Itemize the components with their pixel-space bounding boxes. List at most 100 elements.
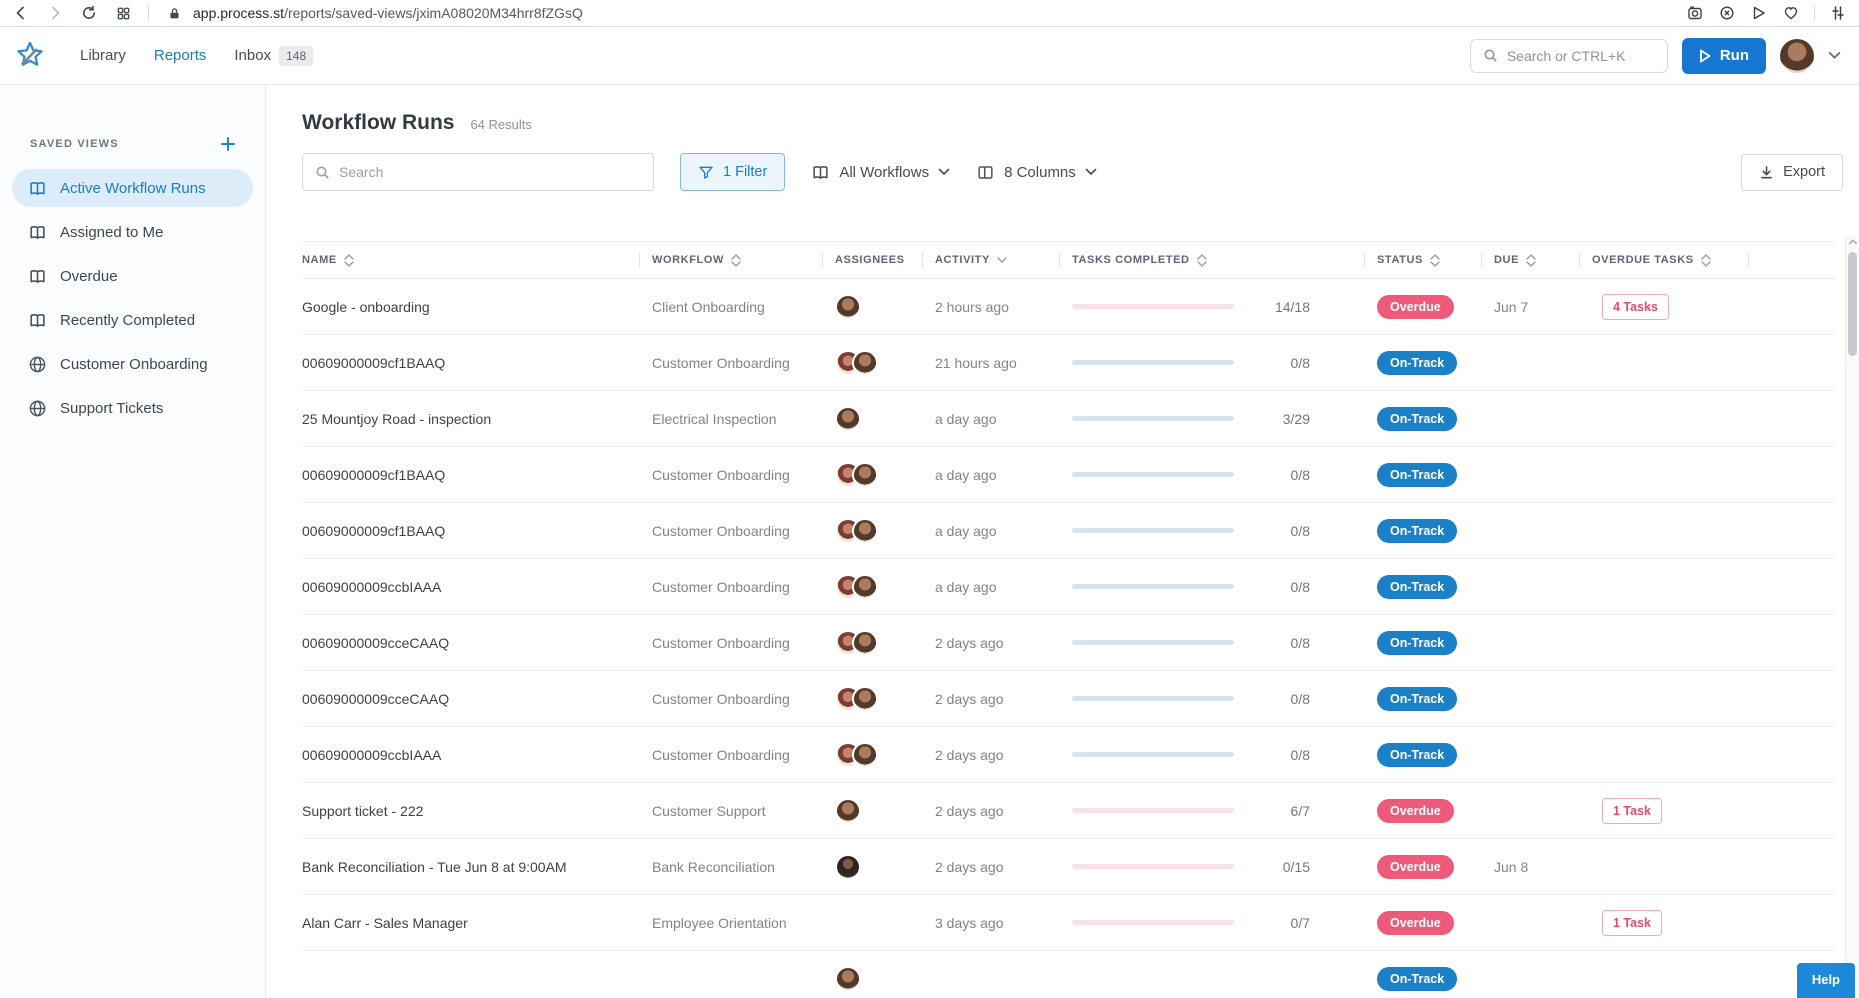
table-search-input[interactable]: Search <box>302 153 654 191</box>
run-button[interactable]: Run <box>1681 37 1766 74</box>
table-row[interactable]: Bank Reconciliation - Tue Jun 8 at 9:00A… <box>302 839 1835 895</box>
column-header-workflow[interactable]: WORKFLOW <box>652 253 835 267</box>
help-button[interactable]: Help <box>1796 963 1855 998</box>
filter-button[interactable]: 1 Filter <box>680 153 786 191</box>
table-row[interactable]: Alan Carr - Sales Manager Employee Orient… <box>302 895 1835 951</box>
sliders-menu-icon[interactable] <box>1829 4 1847 22</box>
progress-bar <box>1072 472 1234 477</box>
nav-item-reports[interactable]: Reports <box>140 27 221 85</box>
global-search-input[interactable]: Search or CTRL+K <box>1469 38 1668 73</box>
run-name: 00609000009ccbIAAA <box>302 578 442 595</box>
column-header-label: OVERDUE TASKS <box>1592 254 1694 266</box>
funnel-icon <box>699 166 713 179</box>
sidebar-item-support-tickets[interactable]: Support Tickets <box>12 389 253 427</box>
nav-item-library[interactable]: Library <box>66 27 140 85</box>
blocker-extension-icon[interactable] <box>1718 4 1736 22</box>
column-header-due[interactable]: DUE <box>1494 253 1592 267</box>
column-header-name[interactable]: NAME <box>302 253 652 267</box>
column-header-status[interactable]: STATUS <box>1377 253 1494 267</box>
progress-wrap: 0/7 <box>1072 915 1377 931</box>
assignees-cell <box>835 405 935 432</box>
overdue-tasks-chip[interactable]: 4 Tasks <box>1602 293 1669 320</box>
tasks-completed-cell: 0/8 <box>1072 579 1377 595</box>
table-row[interactable]: 00609000009cf1BAAQ Customer Onboarding 21 … <box>302 335 1835 391</box>
address-bar[interactable]: app.process.st/reports/saved-views/jximA… <box>165 4 583 22</box>
progress-bar <box>1072 584 1234 589</box>
workflow-name: Customer Support <box>652 802 766 819</box>
heart-extension-icon[interactable] <box>1782 4 1800 22</box>
scrollbar-thumb[interactable] <box>1848 252 1857 356</box>
avatar <box>852 349 878 376</box>
add-saved-view-button[interactable] <box>219 135 237 153</box>
sidebar-item-customer-onboarding[interactable]: Customer Onboarding <box>12 345 253 383</box>
table-row[interactable]: 00609000009cceCAAQ Customer Onboarding 2 d… <box>302 615 1835 671</box>
avatar <box>835 797 861 824</box>
send-extension-icon[interactable] <box>1750 4 1768 22</box>
status-badge: On-Track <box>1377 966 1458 991</box>
columns-dropdown[interactable]: 8 Columns <box>976 163 1097 182</box>
camera-extension-icon[interactable] <box>1686 4 1704 22</box>
process-street-logo[interactable] <box>14 40 46 72</box>
sidebar-item-overdue[interactable]: Overdue <box>12 257 253 295</box>
column-header-activity[interactable]: ACTIVITY <box>935 254 1072 266</box>
chevron-down-icon <box>938 168 950 176</box>
run-name: 25 Mountjoy Road - inspection <box>302 410 492 427</box>
vertical-scrollbar[interactable] <box>1845 236 1859 998</box>
column-header-label: ACTIVITY <box>935 254 990 266</box>
tasks-completed-count: 3/29 <box>1282 410 1310 427</box>
last-activity: 2 days ago <box>935 634 1004 651</box>
table-row[interactable]: 00609000009cf1BAAQ Customer Onboarding a d… <box>302 503 1835 559</box>
avatar-group <box>835 741 935 768</box>
table-row[interactable]: 00609000009cf1BAAQ Customer Onboarding a d… <box>302 447 1835 503</box>
progress-bar <box>1072 360 1234 365</box>
tasks-completed-cell: 3/29 <box>1072 411 1377 427</box>
sidebar-item-active-workflow-runs[interactable]: Active Workflow Runs <box>12 169 253 207</box>
nav-item-inbox[interactable]: Inbox 148 <box>220 27 327 85</box>
sidebar-item-label: Active Workflow Runs <box>60 179 206 197</box>
chevron-down-icon[interactable] <box>1828 51 1841 60</box>
run-name: Alan Carr - Sales Manager <box>302 914 468 931</box>
globe-icon <box>28 399 47 418</box>
column-header-overdue[interactable]: OVERDUE TASKS <box>1592 253 1761 267</box>
overdue-tasks-chip[interactable]: 1 Task <box>1602 797 1662 824</box>
progress-wrap: 0/8 <box>1072 635 1377 651</box>
table-row[interactable]: On-Track <box>302 951 1835 998</box>
column-header-tasks[interactable]: TASKS COMPLETED <box>1072 253 1377 267</box>
sidebar-item-label: Assigned to Me <box>60 223 164 241</box>
status-badge: On-Track <box>1377 574 1458 599</box>
sidebar-item-assigned-to-me[interactable]: Assigned to Me <box>12 213 253 251</box>
tasks-completed-cell: 0/8 <box>1072 635 1377 651</box>
status-cell: On-Track <box>1377 462 1494 487</box>
inbox-count-badge: 148 <box>279 45 314 66</box>
column-header-label: STATUS <box>1377 254 1423 266</box>
workflow-name: Client Onboarding <box>652 298 765 315</box>
run-name: 00609000009cceCAAQ <box>302 690 450 707</box>
app-header: Library Reports Inbox 148 Search or CTRL+K … <box>0 27 1859 85</box>
browser-back-icon[interactable] <box>12 4 30 22</box>
table-row[interactable]: 25 Mountjoy Road - inspection Electrical … <box>302 391 1835 447</box>
user-avatar[interactable] <box>1780 38 1814 73</box>
export-button[interactable]: Export <box>1741 153 1843 191</box>
progress-wrap: 14/18 <box>1072 299 1377 315</box>
table-body: Google - onboarding Client Onboarding 2 ho… <box>302 279 1835 998</box>
tasks-completed-cell: 0/8 <box>1072 691 1377 707</box>
lock-icon[interactable] <box>165 4 183 22</box>
browser-apps-grid-icon[interactable] <box>114 4 132 22</box>
table-row[interactable]: 00609000009ccbIAAA Customer Onboarding 2 d… <box>302 727 1835 783</box>
play-icon <box>1699 49 1711 62</box>
column-header-label: WORKFLOW <box>652 254 725 266</box>
browser-reload-icon[interactable] <box>80 4 98 22</box>
avatar-group <box>835 965 935 992</box>
table-row[interactable]: Support ticket - 222 Customer Support 2 da… <box>302 783 1835 839</box>
progress-wrap: 0/8 <box>1072 691 1377 707</box>
table-row[interactable]: 00609000009ccbIAAA Customer Onboarding a d… <box>302 559 1835 615</box>
table-row[interactable]: Google - onboarding Client Onboarding 2 ho… <box>302 279 1835 335</box>
overdue-tasks-chip[interactable]: 1 Task <box>1602 909 1662 936</box>
browser-forward-icon[interactable] <box>46 4 64 22</box>
scrollbar-up-arrow-icon[interactable] <box>1848 239 1857 245</box>
status-badge: On-Track <box>1377 518 1458 543</box>
progress-wrap: 0/8 <box>1072 467 1377 483</box>
workflows-dropdown[interactable]: All Workflows <box>811 163 950 182</box>
table-row[interactable]: 00609000009cceCAAQ Customer Onboarding 2 d… <box>302 671 1835 727</box>
sidebar-item-recently-completed[interactable]: Recently Completed <box>12 301 253 339</box>
